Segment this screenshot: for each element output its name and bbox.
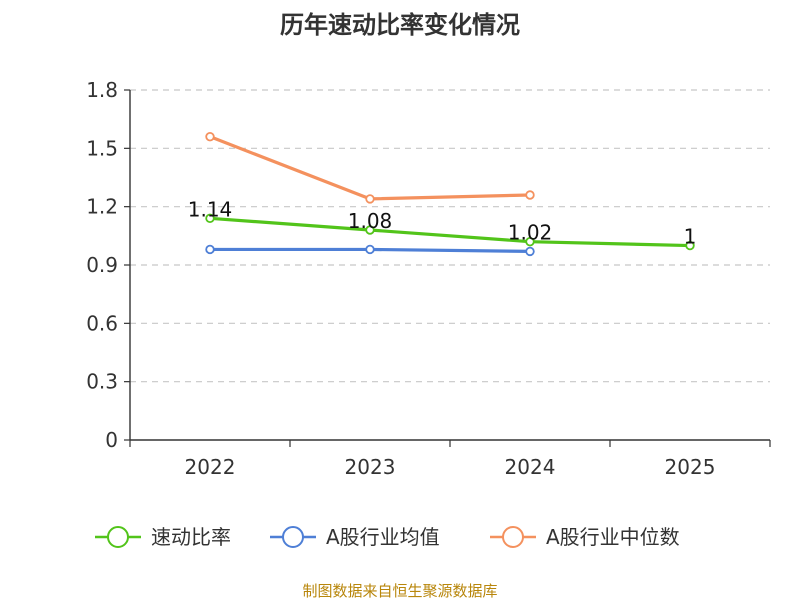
data-point-0-2[interactable] [525,236,535,247]
legend-label: 速动比率 [151,525,231,549]
legend-swatch-marker [282,526,304,548]
y-tick-label: 1.5 [86,136,118,160]
data-point-1-0[interactable] [205,244,215,255]
data-point-2-2[interactable] [525,190,535,200]
data-point-1-1[interactable] [365,244,375,255]
legend-swatch-marker [107,526,129,548]
legend-label: A股行业均值 [326,525,440,549]
data-label: 1 [684,225,697,249]
data-label: 1.14 [188,197,233,221]
x-tick-label: 2023 [345,455,396,479]
legend-swatch-marker [502,526,524,548]
data-point-0-3[interactable] [685,240,695,251]
series-line-0 [209,216,691,248]
x-tick-label: 2022 [185,455,236,479]
data-point-2-0[interactable] [205,131,215,142]
data-label: 1.08 [348,209,393,233]
y-tick-label: 0.3 [86,370,118,394]
data-label: 1.02 [508,221,553,245]
y-tick-label: 0 [105,428,118,452]
data-point-0-0[interactable] [205,213,215,224]
y-tick-label: 0.6 [86,311,118,335]
legend-item-1[interactable]: A股行业均值 [270,525,440,549]
legend-item-2[interactable]: A股行业中位数 [490,525,680,549]
series-line-2 [209,135,531,201]
legend-item-0[interactable]: 速动比率 [95,525,231,549]
y-tick-label: 1.2 [86,195,118,219]
y-tick-label: 1.8 [86,78,118,102]
data-point-1-2[interactable] [525,246,535,257]
data-point-0-1[interactable] [365,225,375,235]
y-tick-label: 0.9 [86,253,118,277]
chart-title: 历年速动比率变化情况 [280,11,520,39]
x-tick-label: 2024 [505,455,556,479]
legend-label: A股行业中位数 [546,525,680,549]
data-point-2-1[interactable] [365,194,375,204]
x-tick-label: 2025 [665,455,716,479]
source-note: 制图数据来自恒生聚源数据库 [302,582,497,600]
